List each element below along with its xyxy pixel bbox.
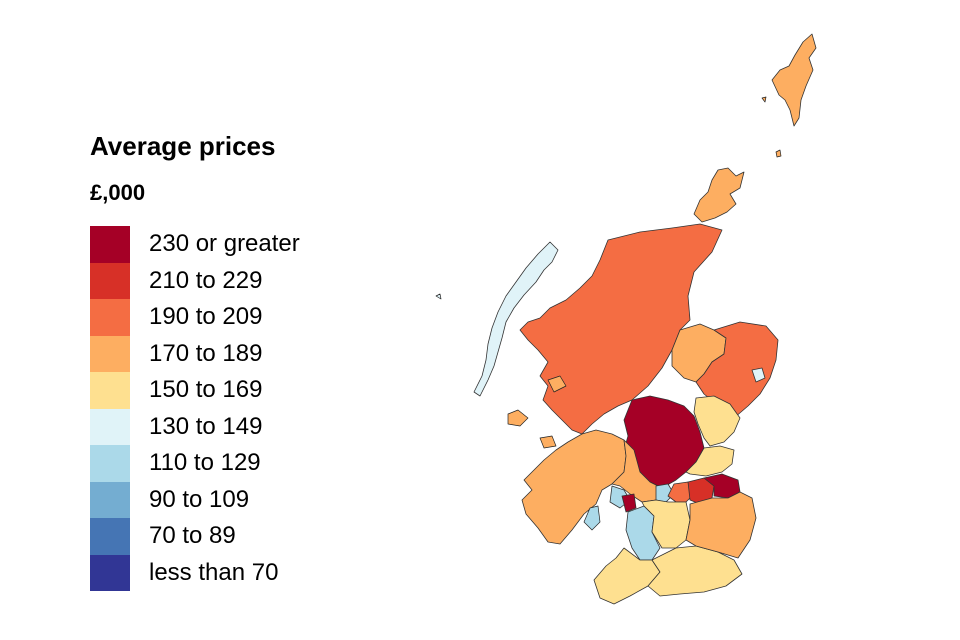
legend-item-70-to-89: 70 to 89 — [90, 518, 300, 555]
region-scottish-borders — [685, 491, 757, 559]
region-argyll-island — [539, 435, 557, 449]
legend-label: 90 to 109 — [149, 485, 250, 513]
legend-label: 130 to 149 — [149, 412, 263, 440]
legend-swatch — [90, 554, 130, 591]
legend-swatch — [90, 299, 130, 336]
region-argyll-island — [547, 375, 567, 393]
legend-item-210-to-229: 210 to 229 — [90, 262, 300, 299]
region-orkney — [693, 167, 745, 223]
legend-unit: £,000 — [90, 180, 146, 205]
region-shetland — [771, 33, 817, 127]
legend-item-150-to-169: 150 to 169 — [90, 372, 300, 409]
legend-items: 230 or greater 210 to 229 190 to 209 170… — [90, 226, 300, 591]
region-shetland-islet — [761, 96, 767, 103]
legend-label: 190 to 209 — [149, 303, 263, 331]
legend-swatch — [90, 408, 130, 445]
legend-label: 70 to 89 — [149, 522, 236, 550]
legend-label: 110 to 129 — [149, 449, 261, 477]
legend-title: Average prices — [90, 131, 276, 161]
region-ayrshire — [593, 547, 661, 605]
region-outer-hebrides — [473, 241, 559, 397]
legend-item-230-or-greater: 230 or greater — [90, 226, 300, 263]
region-argyll-and-bute — [521, 429, 627, 545]
legend-label: 210 to 229 — [149, 266, 263, 294]
region-highland — [519, 223, 723, 435]
region-angus — [693, 395, 741, 447]
legend-swatch — [90, 335, 130, 372]
legend-item-less-than-70: less than 70 — [90, 554, 300, 591]
legend-item-130-to-149: 130 to 149 — [90, 408, 300, 445]
legend-item-90-to-109: 90 to 109 — [90, 481, 300, 518]
legend-swatch — [90, 481, 130, 518]
legend-swatch — [90, 372, 130, 409]
region-aberdeen-city — [751, 367, 766, 383]
region-shetland-islet — [775, 149, 782, 158]
legend-swatch — [90, 445, 130, 482]
legend-label: 150 to 169 — [149, 376, 263, 404]
legend-item-170-to-189: 170 to 189 — [90, 335, 300, 372]
region-north-lanarkshire — [641, 499, 691, 549]
legend-swatch — [90, 518, 130, 555]
legend-label: less than 70 — [149, 558, 279, 586]
legend-label: 170 to 189 — [149, 339, 263, 367]
legend-swatch — [90, 226, 130, 263]
region-arran — [583, 505, 601, 531]
legend-swatch — [90, 262, 130, 299]
legend-label: 230 or greater — [149, 230, 300, 258]
map-legend: Average prices £,000 230 or greater 210 … — [90, 128, 300, 591]
region-outer-hebrides-islet — [435, 293, 442, 300]
legend-item-190-to-209: 190 to 209 — [90, 299, 300, 336]
legend-item-110-to-129: 110 to 129 — [90, 445, 300, 482]
region-inverclyde — [621, 493, 637, 513]
region-fife — [685, 445, 735, 477]
region-argyll-island — [507, 409, 529, 427]
